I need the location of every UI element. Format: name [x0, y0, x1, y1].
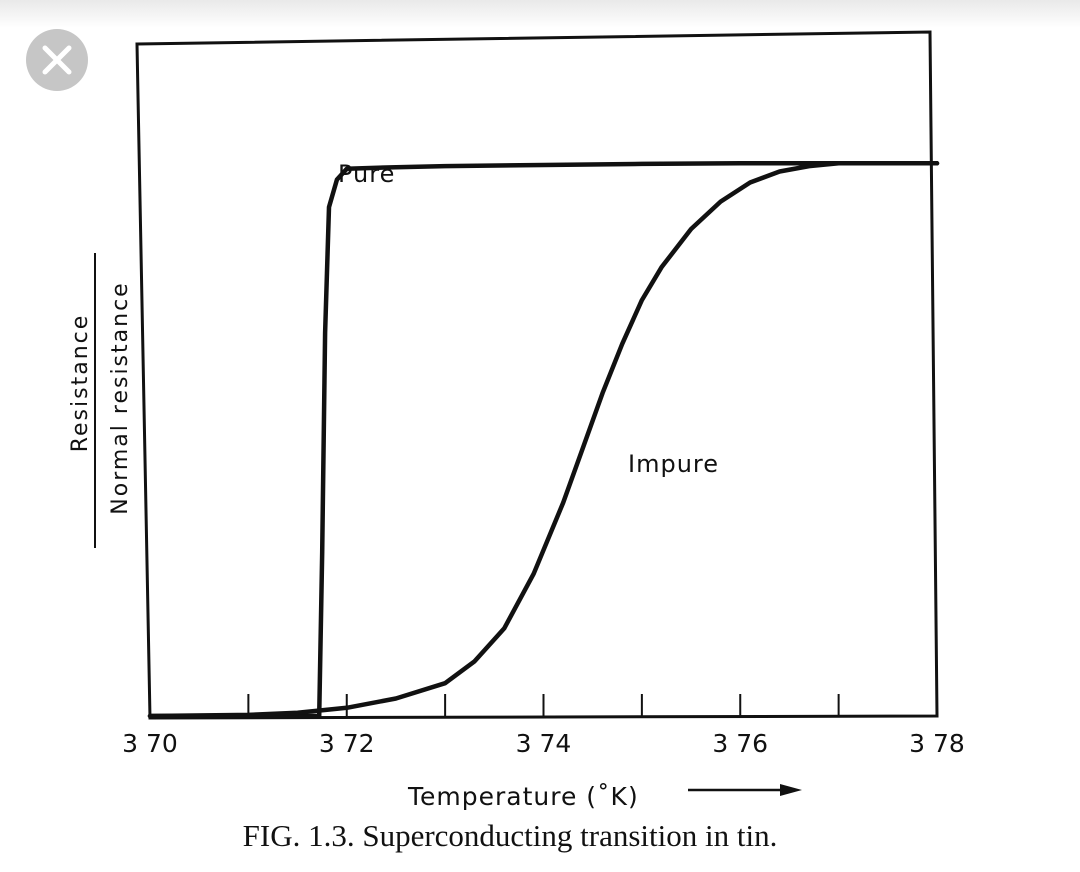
top-shade: [0, 0, 1080, 28]
series-line-impure: [147, 161, 940, 719]
arrow-right-icon: [688, 784, 802, 796]
x-tick-labels: 3 70 3 72 3 74 3 76 3 78: [122, 729, 965, 758]
series-line-pure: [147, 161, 940, 719]
series-label-pure: Pure: [338, 160, 395, 188]
x-tick-label: 3 72: [319, 729, 375, 758]
x-axis-label: Temperature (˚K): [407, 782, 639, 811]
x-tick-label: 3 78: [909, 729, 965, 758]
series-label-impure: Impure: [628, 450, 719, 478]
x-tick-label: 3 76: [712, 729, 768, 758]
x-tick-label: 3 70: [122, 729, 178, 758]
x-ticks: [247, 694, 840, 716]
figure-caption: FIG. 1.3. Superconducting transition in …: [242, 818, 778, 853]
close-button[interactable]: [26, 29, 88, 91]
y-axis-label-denominator: Normal resistance: [108, 281, 133, 514]
close-icon: [42, 45, 72, 75]
plot-frame: [135, 30, 939, 720]
y-axis-label-numerator: Resistance: [68, 314, 93, 453]
x-tick-label: 3 74: [516, 729, 572, 758]
series-layer: [147, 161, 940, 719]
